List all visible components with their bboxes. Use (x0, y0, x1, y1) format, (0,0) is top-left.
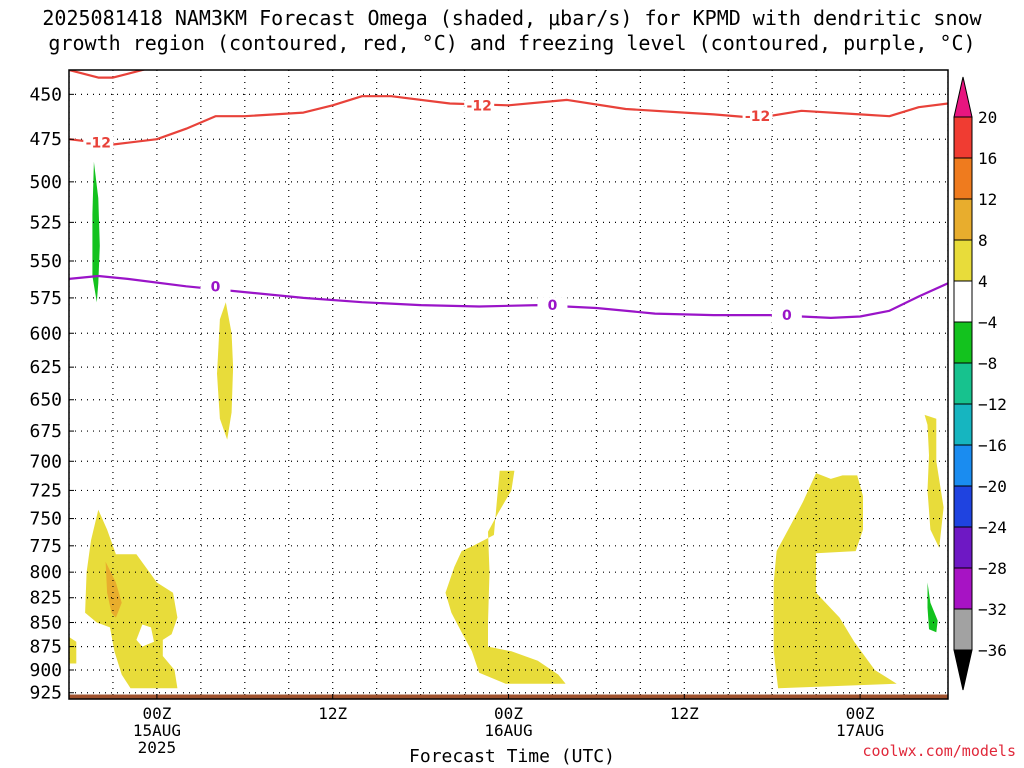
omega-region-9 (927, 582, 938, 633)
y-tick-label-525: 525 (29, 212, 62, 233)
y-tick-label-550: 550 (29, 251, 62, 272)
y-tick-label-875: 875 (29, 637, 62, 658)
chart-title-line-1: 2025081418 NAM3KM Forecast Omega (shaded… (42, 6, 982, 30)
site-credit[interactable]: coolwx.com/models (862, 742, 1016, 760)
colorbar-label: 12 (978, 190, 997, 209)
y-tick-label-475: 475 (29, 129, 62, 150)
y-tick-label-500: 500 (29, 172, 62, 193)
y-tick-label-775: 775 (29, 536, 62, 557)
omega-region-5 (217, 302, 234, 440)
y-tick-label-900: 900 (29, 660, 62, 681)
colorbar-label: −4 (978, 313, 997, 332)
colorbar-swatch-1 (953, 157, 973, 200)
colorbar-label: 20 (978, 108, 997, 127)
colorbar-label: −32 (978, 600, 1007, 619)
contour-label-bg (83, 134, 114, 151)
y-tick-label-700: 700 (29, 451, 62, 472)
x-tick-label: 12Z (318, 704, 347, 723)
colorbar-swatch-6 (953, 362, 973, 405)
contour-label-bg (200, 278, 231, 295)
colorbar-swatch-7 (953, 403, 973, 446)
colorbar-top-arrow (953, 76, 973, 118)
chart-title-line-2: growth region (contoured, red, °C) and f… (48, 31, 976, 55)
contour-label-bg (537, 297, 568, 314)
colorbar-label: −16 (978, 436, 1007, 455)
contour-label-bg (742, 108, 773, 125)
omega-region-0 (69, 637, 77, 664)
contour-label-0: 0 (211, 279, 221, 295)
colorbar-label: −8 (978, 354, 997, 373)
y-tick-label-925: 925 (29, 683, 62, 704)
y-tick-label-750: 750 (29, 509, 62, 530)
omega-region-3 (136, 624, 154, 647)
x-tick-label: 16AUG (484, 721, 532, 740)
contour-label-bg (771, 307, 802, 324)
x-tick-label: 15AUG (133, 721, 181, 740)
y-tick-label-825: 825 (29, 588, 62, 609)
contour-label-bg (464, 97, 495, 114)
omega-region-4 (92, 161, 100, 303)
y-tick-label-800: 800 (29, 562, 62, 583)
colorbar-swatch-4 (953, 280, 973, 323)
contour-label-0: 0 (548, 298, 558, 314)
colorbar-label: 16 (978, 149, 997, 168)
contour--12-segment-0 (69, 70, 147, 79)
x-axis-title: Forecast Time (UTC) (409, 746, 615, 767)
colorbar-label: −20 (978, 477, 1007, 496)
colorbar-bottom-arrow (953, 649, 973, 691)
contour-label--12: -12 (745, 109, 770, 125)
y-tick-label-850: 850 (29, 613, 62, 634)
colorbar-swatch-10 (953, 526, 973, 569)
y-tick-label-650: 650 (29, 390, 62, 411)
colorbar-swatch-3 (953, 239, 973, 282)
omega-region-1 (85, 509, 178, 689)
colorbar-swatch-9 (953, 485, 973, 528)
colorbar-swatch-12 (953, 608, 973, 651)
x-tick-label: 12Z (670, 704, 699, 723)
colorbar-swatch-0 (953, 116, 973, 159)
colorbar-label: 4 (978, 272, 988, 291)
x-tick-label: 00Z (142, 704, 171, 723)
colorbar-label: −24 (978, 518, 1007, 537)
colorbar-label: 8 (978, 231, 988, 250)
omega-region-8 (924, 414, 944, 548)
colorbar-label: −28 (978, 559, 1007, 578)
contour-label-0: 0 (782, 308, 792, 324)
y-tick-label-675: 675 (29, 421, 62, 442)
y-tick-label-625: 625 (29, 357, 62, 378)
omega-region-6 (445, 470, 566, 684)
y-tick-label-450: 450 (29, 84, 62, 105)
omega-region-2 (105, 561, 122, 618)
y-tick-label-600: 600 (29, 323, 62, 344)
x-tick-label: 2025 (138, 738, 177, 757)
x-tick-label: 17AUG (836, 721, 884, 740)
contour-label--12: -12 (86, 136, 111, 152)
colorbar-swatch-5 (953, 321, 973, 364)
y-tick-label-575: 575 (29, 288, 62, 309)
x-tick-label: 00Z (846, 704, 875, 723)
y-tick-label-725: 725 (29, 480, 62, 501)
chart-title: 2025081418 NAM3KM Forecast Omega (shaded… (0, 6, 1024, 56)
colorbar-swatch-11 (953, 567, 973, 610)
contour-label--12: -12 (467, 98, 492, 114)
colorbar-label: −12 (978, 395, 1007, 414)
colorbar-swatch-8 (953, 444, 973, 487)
colorbar-swatch-2 (953, 198, 973, 241)
colorbar-label: −36 (978, 641, 1007, 660)
omega-region-7 (773, 473, 897, 689)
x-tick-label: 00Z (494, 704, 523, 723)
